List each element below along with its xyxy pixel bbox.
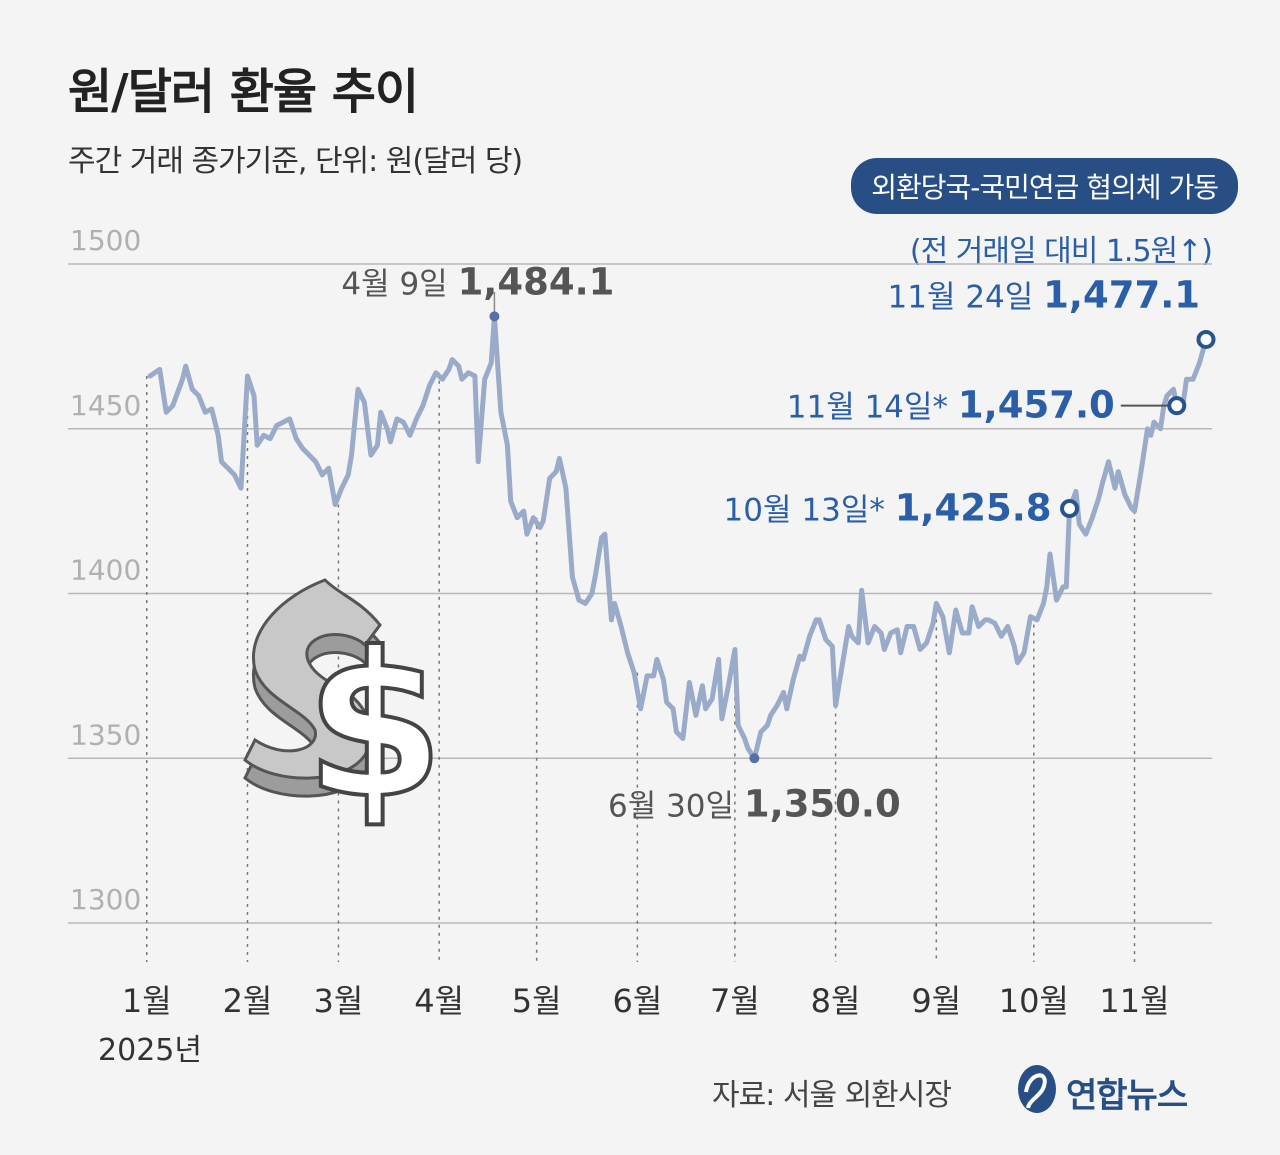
x-tick-label: 5월	[512, 982, 562, 1020]
brand-name: 연합뉴스	[1066, 1076, 1188, 1116]
y-tick-label: 1350	[70, 718, 141, 751]
y-tick-label: 1500	[70, 224, 141, 257]
annotation-date: 6월 30일	[608, 788, 744, 824]
annotation-date: 11월 24일	[888, 279, 1044, 315]
annotation-marker	[1060, 498, 1080, 518]
annotation-value: 1,350.0	[744, 782, 901, 825]
markers: 4월 9일 1,484.1 6월 30일 1,350.0 10월 13일* 1,42…	[341, 260, 1216, 825]
x-tick-label: 8월	[811, 982, 861, 1020]
x-tick-label: 3월	[314, 982, 364, 1020]
x-axis-year-label: 2025년	[98, 1033, 202, 1068]
annotation-label: 10월 13일* 1,425.8	[724, 486, 1052, 529]
dollar-glyph: $	[305, 610, 444, 843]
annotation-label: 11월 24일 1,477.1	[888, 273, 1200, 316]
event-badge: 외환당국-국민연금 협의체 가동	[851, 158, 1238, 214]
y-tick-label: 1300	[70, 883, 141, 916]
annotation-value: 1,425.8	[895, 486, 1052, 529]
x-tick-label: 4월	[414, 982, 464, 1020]
annotation-value: 1,477.1	[1043, 273, 1200, 316]
annotation-date: 4월 9일	[341, 266, 457, 302]
y-tick-label: 1450	[70, 389, 141, 422]
x-axis-month-labels: 1월 2월 3월 4월 5월 6월 7월 8월 9월 10월 11월	[122, 982, 1170, 1020]
change-note: (전 거래일 대비 1.5원↑)	[909, 234, 1213, 269]
annotation-value: 1,457.0	[958, 384, 1115, 427]
chart-title: 원/달러 환율 추이	[68, 64, 419, 120]
x-tick-label: 7월	[710, 982, 760, 1020]
x-tick-label: 6월	[612, 982, 662, 1020]
month-guide-lines	[146, 372, 1136, 962]
annotation-date: 11월 14일*	[787, 390, 958, 426]
annotation-marker	[749, 753, 760, 764]
x-tick-label: 10월	[999, 982, 1069, 1020]
dollar-sign-icon: $	[243, 578, 446, 845]
annotation-date: 10월 13일*	[724, 492, 895, 528]
annotation-marker	[1167, 396, 1187, 416]
annotation-label: 11월 14일* 1,457.0	[787, 384, 1115, 427]
annotation-marker	[489, 311, 500, 322]
x-tick-label: 1월	[122, 982, 172, 1020]
source-text: 자료: 서울 외환시장	[712, 1078, 952, 1113]
x-tick-label: 11월	[1099, 982, 1169, 1020]
yonhap-logo-icon	[1018, 1065, 1056, 1113]
rate-line	[147, 313, 1209, 761]
annotation-value: 1,484.1	[458, 260, 615, 303]
y-tick-label: 1400	[70, 554, 141, 587]
annotation-label: 6월 30일 1,350.0	[608, 782, 901, 825]
chart-subtitle: 주간 거래 종가기준, 단위: 원(달러 당)	[68, 144, 523, 179]
x-tick-label: 9월	[911, 982, 961, 1020]
x-tick-label: 2월	[223, 982, 273, 1020]
annotation-marker	[1196, 329, 1216, 349]
y-axis-ticks: 1300 1350 1400 1450 1500	[70, 224, 141, 916]
annotation-label: 4월 9일 1,484.1	[341, 260, 614, 303]
